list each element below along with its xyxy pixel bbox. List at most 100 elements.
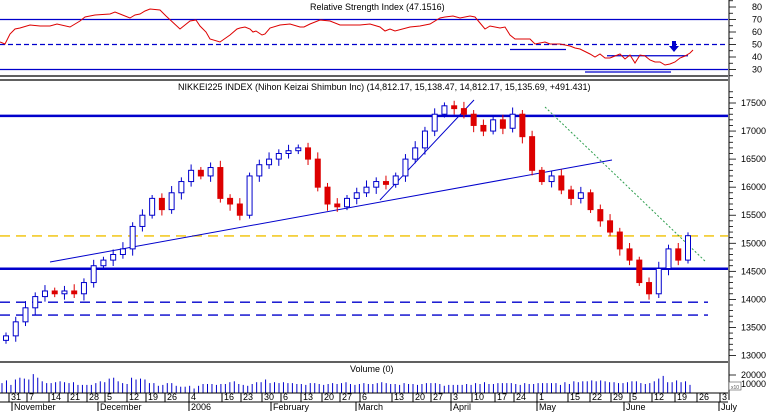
rsi-tick-label: 30 bbox=[752, 65, 762, 75]
candle bbox=[3, 335, 9, 341]
candle bbox=[119, 248, 126, 255]
rsi-title: Relative Strength Index (47.1516) bbox=[310, 2, 445, 12]
trendline bbox=[544, 106, 707, 263]
candle bbox=[51, 290, 58, 295]
x-day-label: 22 bbox=[592, 392, 602, 402]
x-day-label: 21 bbox=[70, 392, 80, 402]
x-day-label: 16 bbox=[224, 392, 234, 402]
candle bbox=[100, 259, 107, 267]
x-month-label: July bbox=[721, 402, 738, 412]
rsi-tick-label: 40 bbox=[752, 52, 762, 62]
candle bbox=[295, 147, 302, 152]
x-day-label: 12 bbox=[129, 392, 139, 402]
rsi-tick-label: 60 bbox=[752, 27, 762, 37]
rsi-reference-lines bbox=[0, 18, 728, 71]
candle bbox=[685, 235, 691, 261]
candle bbox=[197, 169, 204, 177]
candle bbox=[266, 158, 273, 166]
volume-title: Volume (0) bbox=[350, 364, 394, 374]
x-axis-day-ticks: 31 7 14 21 28 5 12 19 26 4 16 23 30 6 13 20 27 6 13 20 27 3 10… bbox=[8, 392, 727, 402]
x-day-label: 6 bbox=[362, 392, 367, 402]
volume-tick-label: 20000 bbox=[741, 370, 766, 380]
candle bbox=[412, 147, 419, 160]
price-tick-label: 13000 bbox=[741, 351, 766, 361]
x-month-label: November bbox=[14, 402, 56, 412]
candle bbox=[499, 119, 506, 129]
x-day-label: 19 bbox=[677, 392, 687, 402]
candle bbox=[207, 167, 214, 177]
candle bbox=[363, 186, 370, 194]
candle bbox=[529, 136, 536, 171]
candle bbox=[139, 214, 146, 227]
rsi-y-ticks: 80 70 60 50 40 30 bbox=[729, 0, 762, 77]
candle bbox=[655, 268, 662, 295]
x-day-label: 13 bbox=[303, 392, 313, 402]
x-day-label: 1 bbox=[539, 392, 544, 402]
x-day-label: 10 bbox=[474, 392, 484, 402]
candle bbox=[110, 254, 117, 261]
x-day-label: 13 bbox=[394, 392, 404, 402]
x-month-label: December bbox=[100, 402, 142, 412]
rsi-panel: Relative Strength Index (47.1516) 80 70 60… bbox=[0, 0, 762, 80]
candle bbox=[129, 225, 136, 250]
candle bbox=[168, 192, 175, 211]
candle bbox=[421, 130, 428, 149]
candle bbox=[382, 181, 389, 185]
x-day-label: 7 bbox=[29, 392, 34, 402]
x-month-label: June bbox=[626, 402, 646, 412]
x-month-label: 2006 bbox=[191, 402, 211, 412]
price-tick-label: 14000 bbox=[741, 294, 766, 304]
x-day-label: 14 bbox=[51, 392, 61, 402]
x-day-label: 28 bbox=[89, 392, 99, 402]
candle bbox=[470, 113, 477, 126]
candle bbox=[80, 282, 87, 295]
candle bbox=[90, 265, 97, 284]
candle bbox=[324, 186, 331, 205]
price-horizontal-lines bbox=[0, 114, 728, 316]
rsi-annotation-lines bbox=[510, 48, 688, 73]
candle bbox=[344, 197, 350, 208]
candle bbox=[616, 231, 623, 250]
x-day-label: 27 bbox=[342, 392, 352, 402]
price-tick-label: 17500 bbox=[741, 98, 766, 108]
x-day-label: 24 bbox=[516, 392, 526, 402]
candle bbox=[568, 189, 575, 199]
candle bbox=[548, 175, 555, 183]
x-day-label: 17 bbox=[497, 392, 507, 402]
candle bbox=[32, 296, 39, 309]
candle bbox=[314, 158, 321, 188]
price-tick-label: 13500 bbox=[741, 322, 766, 332]
candle bbox=[256, 164, 263, 177]
candle bbox=[236, 203, 243, 216]
candle bbox=[538, 169, 545, 183]
price-candles bbox=[3, 100, 691, 344]
x-day-label: 12 bbox=[654, 392, 664, 402]
candle bbox=[61, 290, 68, 295]
rsi-line bbox=[0, 8, 694, 66]
candle bbox=[285, 150, 292, 154]
candle bbox=[305, 147, 312, 160]
candle bbox=[275, 153, 282, 160]
x-day-label: 20 bbox=[324, 392, 334, 402]
x-day-label: 27 bbox=[433, 392, 443, 402]
trendline bbox=[49, 159, 613, 263]
candle bbox=[441, 105, 448, 115]
candle bbox=[334, 203, 341, 208]
x-day-label: 5 bbox=[632, 392, 637, 402]
candle bbox=[490, 119, 497, 132]
candle bbox=[217, 167, 224, 199]
candle bbox=[509, 113, 516, 129]
price-tick-label: 16000 bbox=[741, 182, 766, 192]
price-tick-label: 16500 bbox=[741, 154, 766, 164]
x-day-label: 20 bbox=[415, 392, 425, 402]
x-day-label: 15 bbox=[570, 392, 580, 402]
x-day-label: 6 bbox=[283, 392, 288, 402]
candle bbox=[353, 192, 360, 199]
candle bbox=[587, 192, 594, 211]
candle bbox=[558, 175, 565, 191]
price-tick-label: 15000 bbox=[741, 238, 766, 248]
x-day-label: 4 bbox=[191, 392, 196, 402]
x-axis: 31 7 14 21 28 5 12 19 26 4 16 23 30 6 13 20 27 6 13 20 27 3 10… bbox=[0, 392, 738, 412]
x-day-label: 26 bbox=[167, 392, 177, 402]
